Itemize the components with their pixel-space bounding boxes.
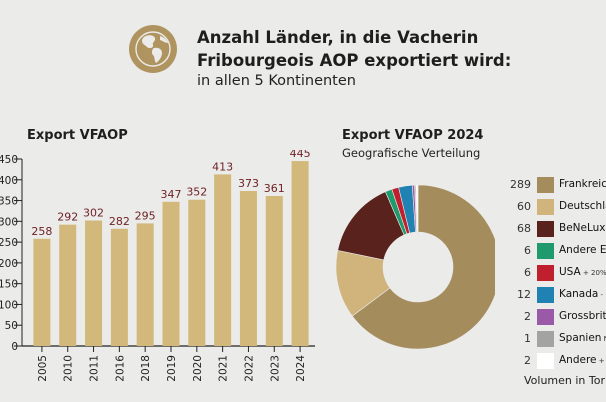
legend-value: 289: [510, 178, 531, 191]
legend-item: 1 Spanien Ne: [490, 331, 606, 347]
bar-value-label: 282: [109, 215, 130, 228]
y-tick-label: 300: [0, 216, 18, 228]
legend-value: 6: [524, 266, 531, 279]
bar-2018: [136, 223, 154, 346]
bar-value-label: 352: [186, 186, 207, 199]
legend-label: Frankreich: [559, 178, 606, 190]
legend-label: Andere + 0%: [559, 354, 606, 366]
donut-chart: [335, 184, 495, 350]
bar-value-label: 292: [57, 211, 78, 224]
bar-2011: [85, 220, 103, 346]
y-tick-label: 0: [11, 341, 18, 353]
legend-item: 2 Grossbritan: [490, 309, 606, 325]
legend-item: 60 Deutschland: [490, 199, 606, 215]
legend-label: Kanada - 14: [559, 288, 606, 300]
legend-note: - 14: [600, 291, 606, 299]
globe-icon: [129, 25, 177, 73]
legend-label: BeNeLux + 2: [559, 222, 606, 234]
legend-label: Andere EU -: [559, 244, 606, 256]
legend-swatch: [537, 243, 554, 259]
legend-value: 60: [517, 200, 531, 213]
legend-swatch: [537, 353, 554, 369]
bar-2020: [188, 199, 206, 346]
legend-item: 289 Frankreich: [490, 177, 606, 193]
legend-label: Spanien Ne: [559, 332, 606, 344]
legend-value: 2: [524, 310, 531, 323]
pie-chart-title: Export VFAOP 2024: [342, 128, 484, 143]
x-tick-label: 2018: [140, 355, 152, 382]
bar-value-label: 295: [135, 209, 156, 222]
bar-chart-title: Export VFAOP: [27, 128, 128, 143]
legend-value: 68: [517, 222, 531, 235]
y-tick-label: 350: [0, 196, 18, 208]
bar-2024: [291, 161, 309, 346]
bar-2005: [33, 238, 51, 346]
legend-label: USA + 20%: [559, 266, 606, 278]
bar-2023: [265, 195, 283, 346]
y-tick-label: 150: [0, 279, 18, 291]
bar-2021: [214, 174, 232, 346]
page-title-line1: Anzahl Länder, in die Vacherin: [197, 28, 479, 47]
legend-value: 12: [517, 288, 531, 301]
donut-slice-frankreich: [351, 184, 495, 350]
bar-2010: [59, 224, 77, 346]
legend-note: Ne: [601, 335, 606, 343]
legend-swatch: [537, 177, 554, 193]
volume-unit-label: Volumen in Tor: [524, 374, 606, 387]
bar-value-label: 302: [83, 207, 104, 220]
legend-swatch: [537, 309, 554, 325]
bar-2016: [110, 228, 128, 346]
bar-value-label: 413: [212, 160, 233, 173]
bar-value-label: 361: [264, 182, 285, 195]
legend-item: 12 Kanada - 14: [490, 287, 606, 303]
legend-swatch: [537, 265, 554, 281]
x-tick-label: 2005: [37, 355, 49, 382]
legend-item: 2 Andere + 0%: [490, 353, 606, 369]
x-tick-label: 2016: [114, 355, 126, 382]
legend-swatch: [537, 199, 554, 215]
page-subtitle: in allen 5 Kontinenten: [197, 73, 356, 89]
x-tick-label: 2019: [166, 355, 178, 382]
pie-chart-subtitle: Geografische Verteilung: [342, 146, 481, 160]
y-tick-label: 400: [0, 175, 18, 187]
y-tick-label: 200: [0, 258, 18, 270]
bar-2019: [162, 201, 180, 346]
x-tick-label: 2023: [269, 355, 281, 382]
legend-value: 1: [524, 332, 531, 345]
page-title-line2: Fribourgeois AOP exportiert wird:: [197, 51, 512, 70]
y-tick-label: 50: [5, 320, 18, 332]
legend-item: 6 USA + 20%: [490, 265, 606, 281]
legend-note: + 20%: [580, 269, 606, 277]
bar-2022: [239, 190, 257, 346]
legend-value: 6: [524, 244, 531, 257]
x-tick-label: 2011: [89, 355, 101, 382]
x-tick-label: 2022: [243, 355, 255, 382]
x-tick-label: 2020: [192, 355, 204, 382]
legend-swatch: [537, 221, 554, 237]
legend-swatch: [537, 331, 554, 347]
y-tick-label: 450: [0, 154, 18, 166]
bar-value-label: 373: [238, 177, 259, 190]
legend-label: Grossbritan: [559, 310, 606, 322]
legend-note: + 0%: [598, 357, 606, 365]
legend-value: 2: [524, 354, 531, 367]
bar-value-label: 347: [161, 188, 182, 201]
x-tick-label: 2010: [63, 355, 75, 382]
y-tick-label: 250: [0, 237, 18, 249]
x-tick-label: 2021: [218, 355, 230, 382]
bar-value-label: 258: [31, 225, 52, 238]
x-tick-label: 2024: [295, 355, 307, 382]
bar-chart: 0 50 100 150 200 250 300 350 400 450 258 2005 292 201…: [0, 150, 315, 382]
legend-item: 68 BeNeLux + 2: [490, 221, 606, 237]
donut-slice-andere: [415, 184, 419, 233]
legend-item: 6 Andere EU -: [490, 243, 606, 259]
legend-swatch: [537, 287, 554, 303]
y-tick-label: 100: [0, 299, 18, 311]
legend-label: Deutschland: [559, 200, 606, 212]
bar-value-label: 445: [290, 150, 311, 160]
